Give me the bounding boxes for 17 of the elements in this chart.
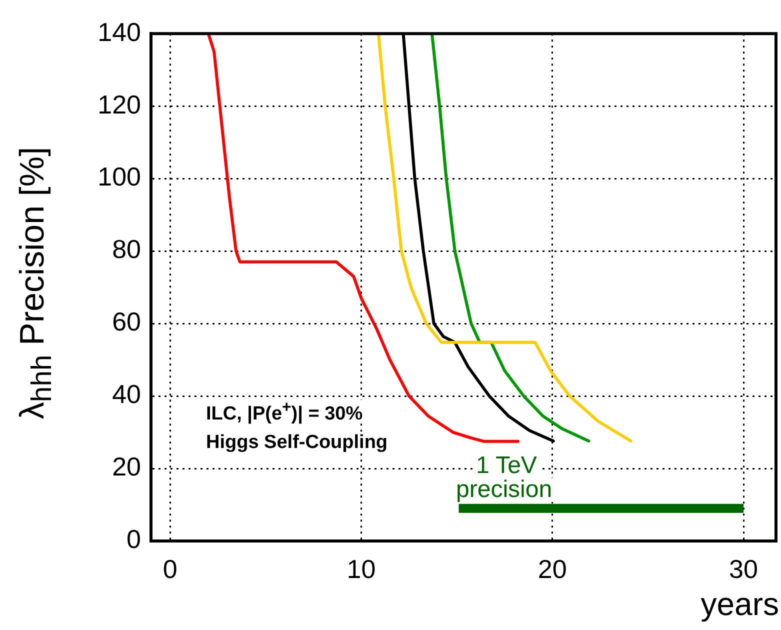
y-tick-label: 140 bbox=[98, 16, 141, 47]
x-tick-label: 0 bbox=[162, 554, 178, 584]
annotation: Higgs Self-Coupling bbox=[204, 432, 390, 453]
x-tick-label: 30 bbox=[729, 554, 758, 584]
annotation: ILC, |P(e$^{+}$)| = 30% bbox=[204, 399, 365, 424]
y-tick-label: 100 bbox=[98, 162, 141, 192]
x-tick-label: 20 bbox=[538, 554, 567, 584]
y-tick-label: 120 bbox=[98, 89, 141, 120]
y-tick-label: 40 bbox=[112, 379, 141, 410]
y-tick-label: 60 bbox=[112, 306, 141, 337]
annotation: precision bbox=[454, 476, 554, 503]
x-tick-label: 10 bbox=[346, 554, 376, 584]
y-tick-label: 80 bbox=[112, 234, 141, 264]
annotation: 1 TeV bbox=[474, 452, 539, 479]
x-axis-title: years bbox=[700, 586, 779, 622]
y-tick-label: 20 bbox=[112, 452, 141, 482]
y-tick-label: 0 bbox=[126, 524, 141, 554]
